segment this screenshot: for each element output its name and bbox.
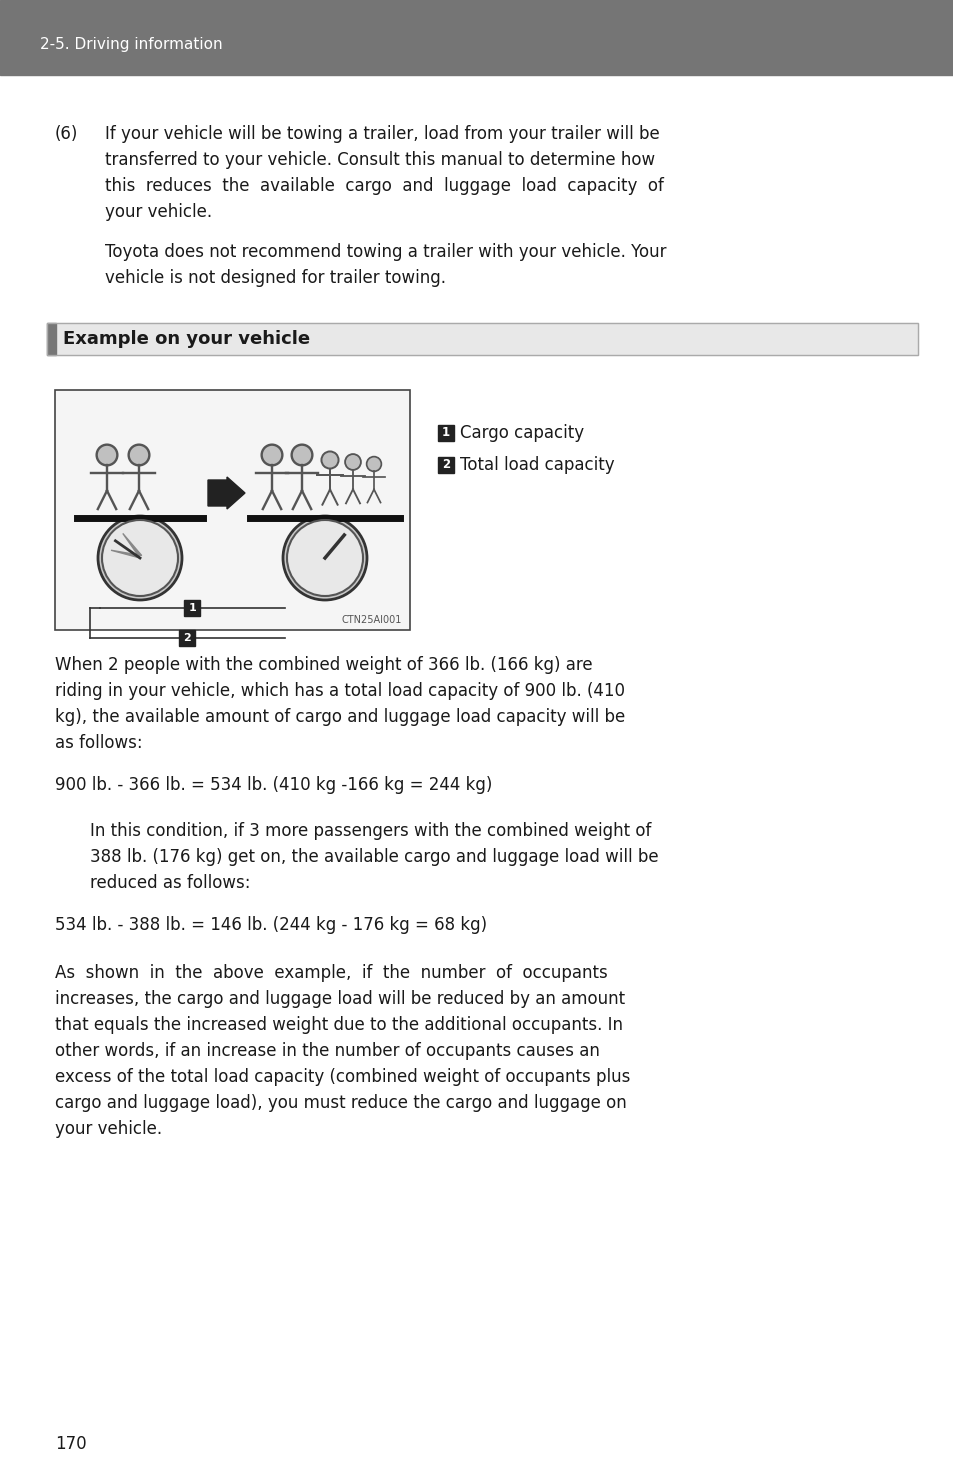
Text: this  reduces  the  available  cargo  and  luggage  load  capacity  of: this reduces the available cargo and lug… — [105, 177, 663, 195]
Circle shape — [102, 521, 178, 596]
FancyArrow shape — [208, 476, 245, 509]
Circle shape — [96, 444, 117, 465]
Text: cargo and luggage load), you must reduce the cargo and luggage on: cargo and luggage load), you must reduce… — [55, 1094, 626, 1112]
Text: vehicle is not designed for trailer towing.: vehicle is not designed for trailer towi… — [105, 268, 446, 288]
Bar — [55, 389, 410, 630]
Circle shape — [287, 521, 363, 596]
Bar — [47, 323, 56, 355]
Text: Cargo capacity: Cargo capacity — [459, 423, 583, 442]
Text: 170: 170 — [55, 1435, 87, 1453]
Circle shape — [366, 457, 381, 472]
Text: As  shown  in  the  above  example,  if  the  number  of  occupants: As shown in the above example, if the nu… — [55, 965, 607, 982]
Text: excess of the total load capacity (combined weight of occupants plus: excess of the total load capacity (combi… — [55, 1068, 630, 1086]
Text: 534 lb. - 388 lb. = 146 lb. (244 kg - 176 kg = 68 kg): 534 lb. - 388 lb. = 146 lb. (244 kg - 17… — [55, 916, 487, 934]
Circle shape — [345, 454, 360, 471]
Text: Total load capacity: Total load capacity — [459, 456, 614, 473]
Text: Example on your vehicle: Example on your vehicle — [63, 330, 310, 348]
Text: your vehicle.: your vehicle. — [105, 204, 212, 221]
Circle shape — [129, 444, 150, 465]
Text: increases, the cargo and luggage load will be reduced by an amount: increases, the cargo and luggage load wi… — [55, 990, 624, 1007]
Text: In this condition, if 3 more passengers with the combined weight of: In this condition, if 3 more passengers … — [90, 822, 651, 839]
Polygon shape — [111, 534, 142, 558]
Text: 2-5. Driving information: 2-5. Driving information — [40, 37, 222, 53]
Circle shape — [321, 451, 338, 469]
Text: (6): (6) — [55, 125, 78, 143]
Text: 1: 1 — [441, 426, 450, 440]
Circle shape — [261, 444, 282, 465]
Circle shape — [283, 516, 367, 600]
Bar — [437, 457, 454, 473]
Text: kg), the available amount of cargo and luggage load capacity will be: kg), the available amount of cargo and l… — [55, 708, 624, 726]
Bar — [47, 323, 917, 355]
Text: transferred to your vehicle. Consult this manual to determine how: transferred to your vehicle. Consult thi… — [105, 150, 655, 170]
Text: CTN25AI001: CTN25AI001 — [341, 615, 401, 625]
Text: 2: 2 — [441, 459, 450, 472]
Text: reduced as follows:: reduced as follows: — [90, 875, 251, 892]
Text: When 2 people with the combined weight of 366 lb. (166 kg) are: When 2 people with the combined weight o… — [55, 656, 592, 674]
Text: riding in your vehicle, which has a total load capacity of 900 lb. (410: riding in your vehicle, which has a tota… — [55, 681, 624, 701]
Text: other words, if an increase in the number of occupants causes an: other words, if an increase in the numbe… — [55, 1041, 599, 1061]
Text: If your vehicle will be towing a trailer, load from your trailer will be: If your vehicle will be towing a trailer… — [105, 125, 659, 143]
Bar — [47, 323, 917, 355]
Bar — [184, 600, 200, 617]
Text: 388 lb. (176 kg) get on, the available cargo and luggage load will be: 388 lb. (176 kg) get on, the available c… — [90, 848, 658, 866]
Text: 1: 1 — [189, 603, 196, 614]
Circle shape — [292, 444, 312, 465]
Bar — [0, 0, 953, 75]
Text: as follows:: as follows: — [55, 735, 143, 752]
Text: your vehicle.: your vehicle. — [55, 1120, 162, 1139]
Text: that equals the increased weight due to the additional occupants. In: that equals the increased weight due to … — [55, 1016, 622, 1034]
Text: 2: 2 — [183, 633, 192, 643]
Text: Toyota does not recommend towing a trailer with your vehicle. Your: Toyota does not recommend towing a trail… — [105, 243, 666, 261]
Text: 900 lb. - 366 lb. = 534 lb. (410 kg -166 kg = 244 kg): 900 lb. - 366 lb. = 534 lb. (410 kg -166… — [55, 776, 492, 794]
Bar — [437, 425, 454, 441]
Bar — [179, 630, 195, 646]
Circle shape — [98, 516, 182, 600]
